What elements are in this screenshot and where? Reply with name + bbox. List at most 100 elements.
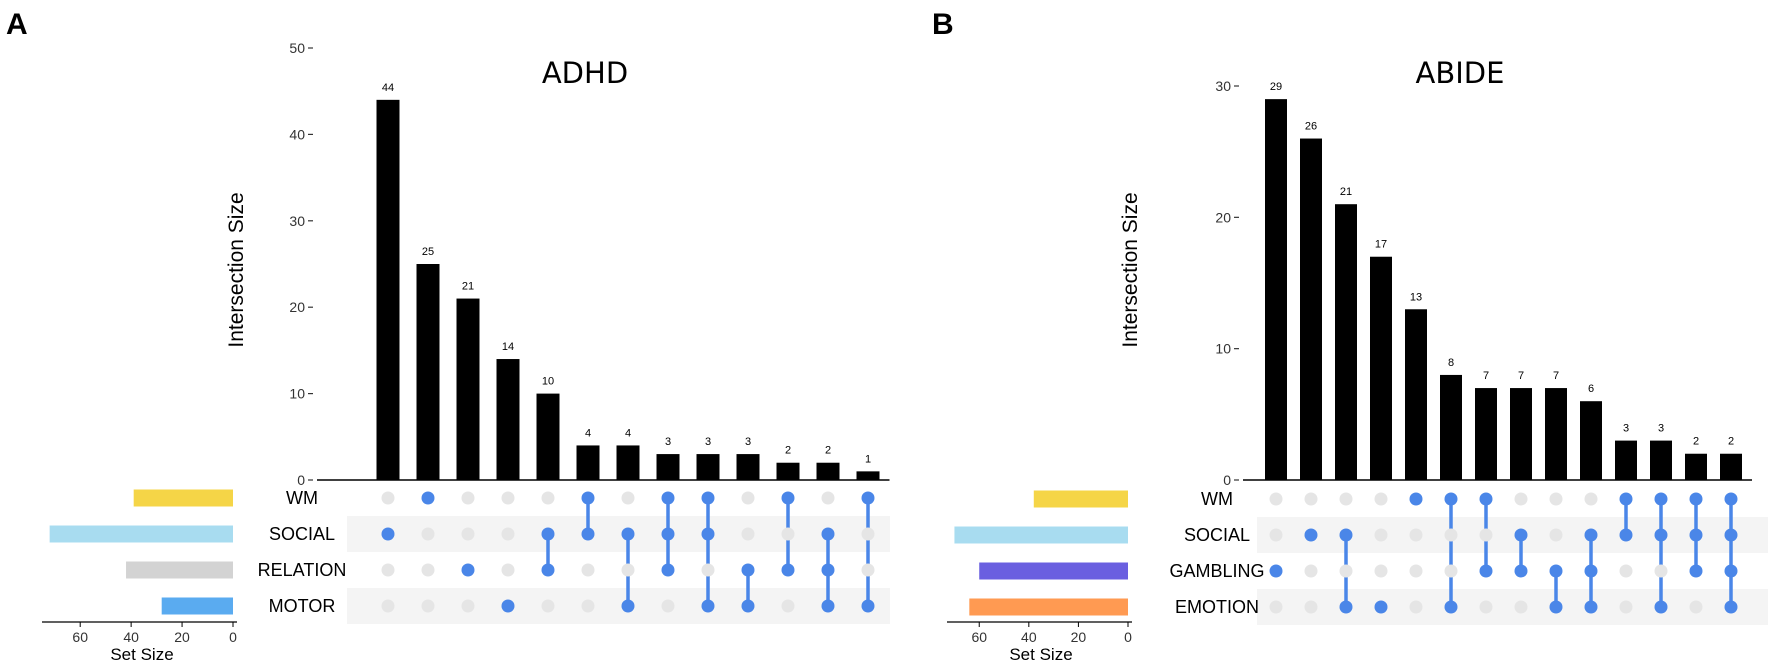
matrix-dot-inactive — [1304, 600, 1318, 614]
matrix-dot-active — [781, 491, 795, 505]
bar — [656, 454, 680, 480]
matrix-dot-active — [1584, 564, 1598, 578]
matrix-dot-inactive — [381, 563, 395, 577]
matrix-dot-inactive — [501, 527, 515, 541]
matrix-dot-inactive — [541, 491, 555, 505]
bar-data-label: 10 — [542, 376, 554, 388]
matrix-dot-active — [1444, 492, 1458, 506]
bar-data-label: 3 — [1658, 423, 1664, 435]
y-tick-label: 30 — [289, 213, 305, 229]
matrix-dot-active — [381, 527, 395, 541]
matrix-dot-inactive — [1584, 492, 1598, 506]
bar-data-label: 2 — [1728, 436, 1734, 448]
matrix-dot-inactive — [1654, 564, 1668, 578]
matrix-dot-active — [1724, 492, 1738, 506]
bar — [1405, 309, 1427, 480]
matrix-dot-inactive — [621, 491, 635, 505]
set-size-tick-label: 60 — [72, 629, 88, 645]
matrix-dot-inactive — [1409, 564, 1423, 578]
matrix-dot-active — [1549, 564, 1563, 578]
bar — [1615, 440, 1637, 480]
matrix-dot-inactive — [1409, 600, 1423, 614]
set-size-bar — [49, 525, 233, 543]
matrix-dot-inactive — [1479, 600, 1493, 614]
matrix-dot-active — [1689, 492, 1703, 506]
matrix-dot-inactive — [501, 491, 515, 505]
matrix-dot-inactive — [381, 599, 395, 613]
set-size-axis-title: Set Size — [1009, 645, 1072, 664]
matrix-dot-inactive — [1339, 564, 1353, 578]
set-label: SOCIAL — [1184, 525, 1250, 545]
matrix-dot-inactive — [861, 527, 875, 541]
bar — [616, 445, 640, 480]
matrix-dot-active — [661, 563, 675, 577]
panel-adhd: A ADHD Intersection Size Set Size 010203… — [6, 8, 890, 664]
matrix-dot-inactive — [381, 491, 395, 505]
matrix-dot-inactive — [461, 491, 475, 505]
bar — [376, 99, 400, 480]
bar-data-label: 4 — [625, 427, 631, 439]
matrix-dot-active — [781, 563, 795, 577]
bar-data-label: 2 — [825, 445, 831, 457]
matrix-dot-inactive — [1304, 492, 1318, 506]
set-size-tick-label: 0 — [1124, 629, 1132, 645]
bar-data-label: 2 — [1693, 436, 1699, 448]
matrix-dot-active — [1724, 528, 1738, 542]
matrix-dot-inactive — [741, 491, 755, 505]
bar-data-label: 7 — [1553, 370, 1559, 382]
matrix-dot-inactive — [1374, 492, 1388, 506]
bar — [1265, 99, 1287, 480]
bar-data-label: 7 — [1518, 370, 1524, 382]
y-tick-label: 20 — [1215, 209, 1231, 225]
matrix-dot-active — [1444, 600, 1458, 614]
bar — [1475, 388, 1497, 480]
matrix-row-band — [347, 588, 890, 624]
set-label: RELATION — [258, 560, 347, 580]
matrix-dot-active — [661, 491, 675, 505]
y-tick-label: 20 — [289, 299, 305, 315]
matrix-dot-active — [821, 599, 835, 613]
y-tick-label: 10 — [289, 386, 305, 402]
matrix-dot-inactive — [1304, 564, 1318, 578]
matrix-dot-active — [501, 599, 515, 613]
matrix-dot-inactive — [421, 599, 435, 613]
set-size-tick-label: 40 — [123, 629, 139, 645]
matrix-dot-active — [1374, 600, 1388, 614]
set-size-bar — [979, 562, 1128, 580]
bar-data-label: 2 — [785, 445, 791, 457]
matrix-dot-active — [1409, 492, 1423, 506]
bar — [456, 298, 480, 480]
matrix-dot-active — [1584, 528, 1598, 542]
matrix-dot-inactive — [661, 599, 675, 613]
matrix-dot-inactive — [421, 563, 435, 577]
matrix-dot-inactive — [1689, 600, 1703, 614]
matrix-dot-active — [621, 527, 635, 541]
matrix-dot-active — [1584, 600, 1598, 614]
set-label: SOCIAL — [269, 524, 335, 544]
bar — [776, 462, 800, 480]
set-size-tick-label: 40 — [1021, 629, 1037, 645]
set-size-bar — [954, 526, 1128, 544]
bar — [416, 264, 440, 480]
matrix-dot-active — [1514, 528, 1528, 542]
set-label: EMOTION — [1175, 597, 1259, 617]
matrix-dot-active — [701, 527, 715, 541]
bar — [1545, 388, 1567, 480]
matrix-dot-active — [541, 563, 555, 577]
matrix-dot-active — [1689, 564, 1703, 578]
bar-data-label: 17 — [1375, 239, 1387, 251]
matrix-dot-active — [701, 599, 715, 613]
panel-label: A — [6, 8, 28, 41]
set-size-axis-title: Set Size — [110, 645, 173, 664]
matrix-dot-inactive — [1444, 564, 1458, 578]
matrix-dot-active — [1514, 564, 1528, 578]
y-axis-title: Intersection Size — [1119, 192, 1142, 347]
y-tick-label: 40 — [289, 126, 305, 142]
matrix-dot-inactive — [1269, 600, 1283, 614]
y-tick-label: 50 — [289, 40, 305, 56]
matrix-row-band — [347, 516, 890, 552]
matrix-dot-inactive — [541, 599, 555, 613]
matrix-dot-active — [861, 491, 875, 505]
bar-data-label: 8 — [1448, 357, 1454, 369]
bar — [1440, 374, 1462, 480]
